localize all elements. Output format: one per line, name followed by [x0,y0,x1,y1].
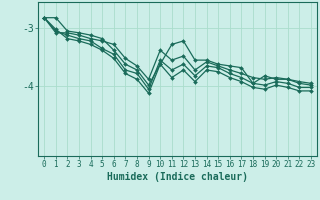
X-axis label: Humidex (Indice chaleur): Humidex (Indice chaleur) [107,172,248,182]
